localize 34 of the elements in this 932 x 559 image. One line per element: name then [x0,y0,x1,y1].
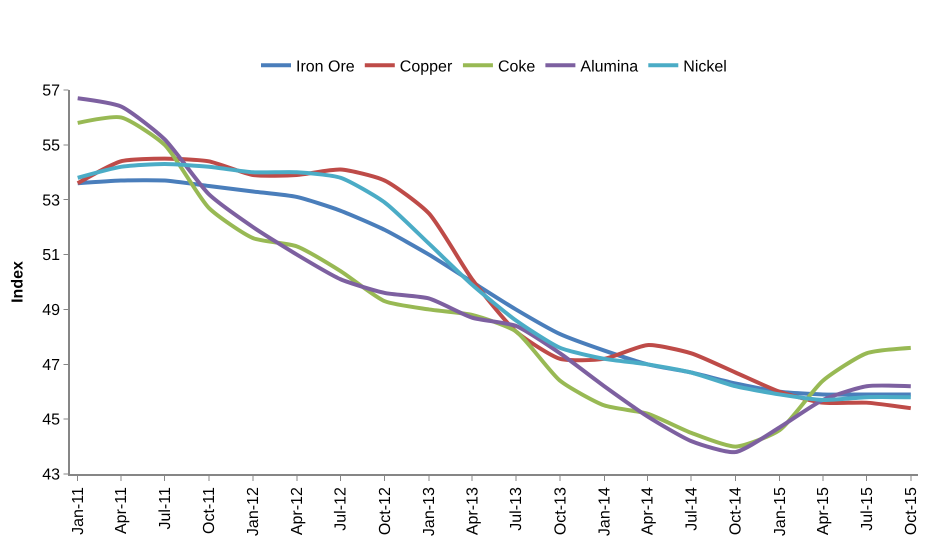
y-tick-label: 47 [42,356,60,374]
y-tick-label: 53 [42,192,60,210]
x-tick-label: Oct-13 [552,487,570,536]
x-tick-label: Apr-11 [113,487,130,534]
x-tick-label: Apr-15 [815,487,832,536]
legend-label: Alumina [580,58,638,76]
y-tick-label: 49 [42,302,60,320]
x-tick-label: Oct-14 [728,487,745,536]
legend-label: Coke [498,58,536,76]
x-tick-label: Jul-13 [508,487,526,531]
x-tick-label: Apr-12 [288,487,306,536]
x-tick-label: Oct-11 [201,487,218,534]
y-tick-label: 45 [42,412,60,429]
legend-label: Copper [400,58,453,76]
x-tick-label: Jul-15 [858,487,876,531]
x-tick-label: Jan-12 [245,487,262,536]
y-tick-label: 43 [42,466,60,484]
x-tick-label: Apr-13 [464,487,482,536]
x-tick-label: Jul-14 [683,487,700,531]
legend-label: Nickel [683,58,727,76]
y-tick-label: 55 [42,137,60,154]
x-tick-label: Apr-14 [640,487,657,536]
x-tick-label: Jan-14 [596,487,614,536]
y-tick-label: 51 [42,247,60,264]
y-axis-title: Index [10,261,27,303]
x-tick-label: Jan-13 [421,487,438,536]
x-tick-label: Oct-15 [902,487,920,536]
x-tick-label: Jan-11 [70,487,87,535]
x-tick-label: Jul-12 [332,487,350,531]
legend-label: Iron Ore [296,58,355,76]
y-tick-label: 57 [42,82,60,100]
x-tick-label: Jan-15 [772,487,789,536]
x-tick-label: Oct-12 [376,487,394,536]
x-tick-label: Jul-11 [156,487,174,530]
